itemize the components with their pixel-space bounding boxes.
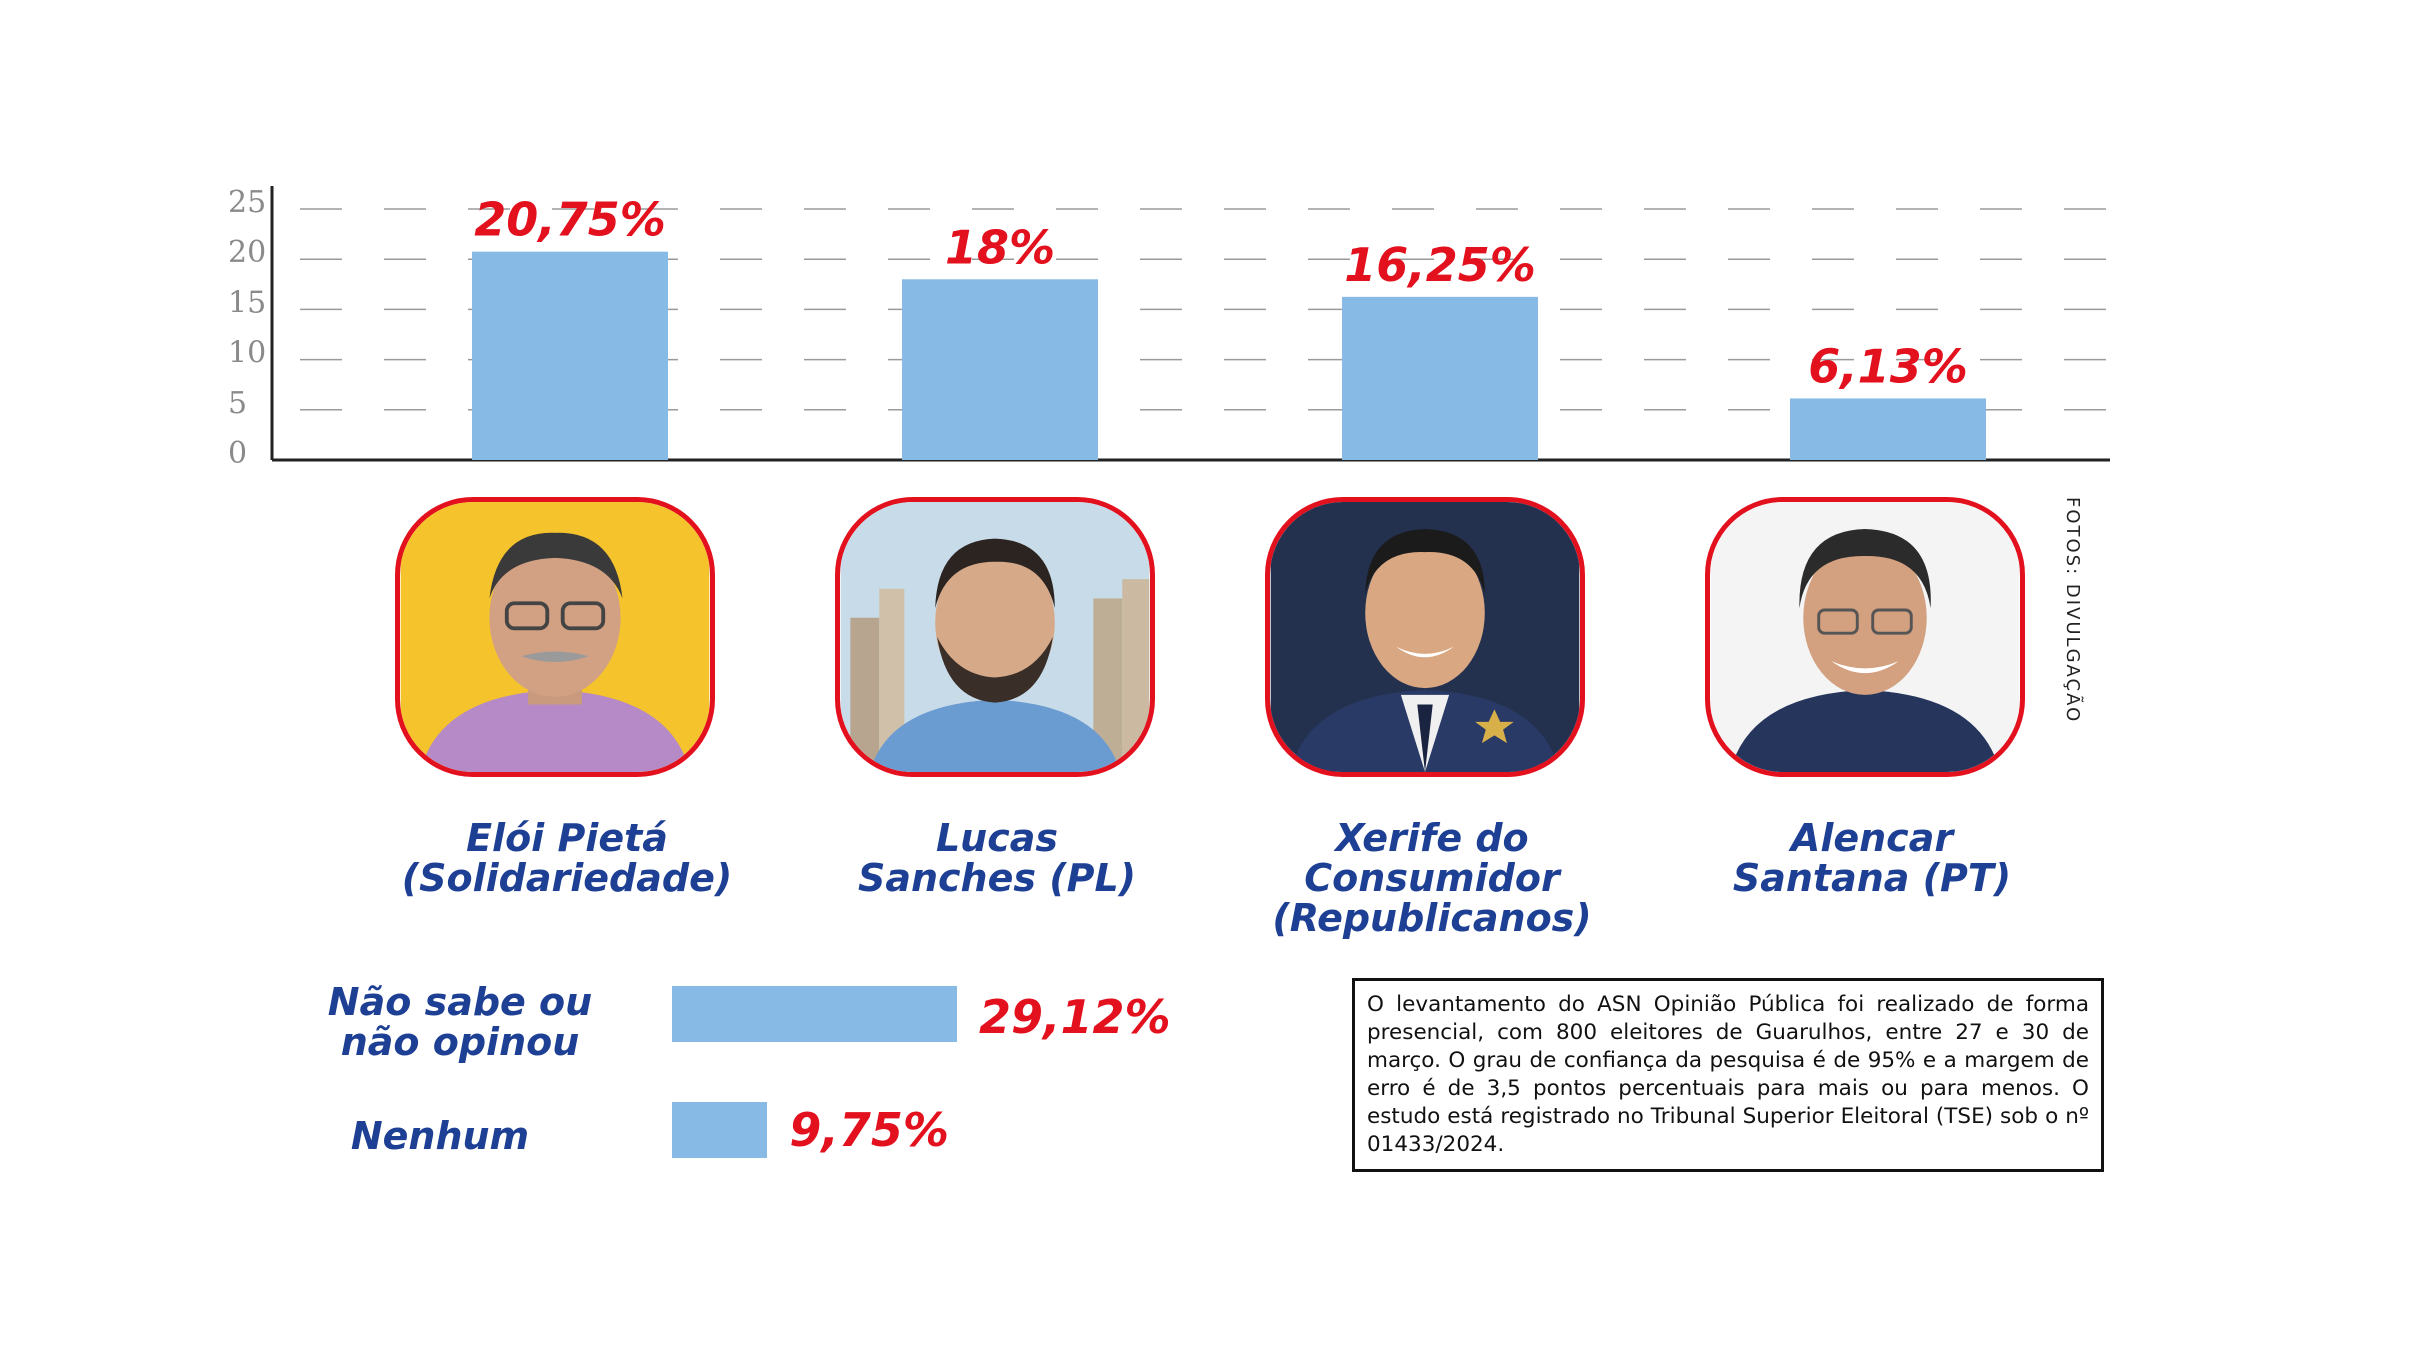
y-tick-label: 5 [228, 386, 247, 421]
bar-chart: 0 5 10 15 20 25 20,75% 18% 16,25% 6,13% [228, 185, 2110, 471]
label-line: não opinou [340, 1020, 580, 1064]
photo-credit: FOTOS: DIVULGAÇÃO [2062, 497, 2103, 737]
bar [472, 251, 668, 460]
candidate-name-lucas: Lucas Sanches (PL) [777, 818, 1217, 898]
y-tick-label: 0 [228, 436, 247, 471]
photo-credit-text: FOTOS: DIVULGAÇÃO [2062, 497, 2083, 724]
bar [902, 279, 1098, 460]
name-line: (Solidariedade) [401, 856, 733, 900]
name-line: Alencar [1790, 816, 1954, 860]
extra-value-nenhum: 9,75% [789, 1103, 950, 1157]
methodology-note: O levantamento do ASN Opinião Pública fo… [1352, 978, 2104, 1172]
value-labels: 20,75% 18% 16,25% 6,13% [474, 193, 1968, 394]
bar-value-label: 6,13% [1808, 339, 1968, 393]
bar-value-label: 18% [945, 220, 1055, 274]
portrait-alencar-icon [1710, 502, 2020, 772]
bar [1342, 296, 1538, 460]
extra-label-nenhum: Nenhum [290, 1116, 590, 1156]
portrait-xerife-icon [1270, 502, 1580, 772]
name-line: Xerife do [1335, 816, 1529, 860]
candidate-photo-eloi [395, 497, 715, 777]
y-tick-label: 25 [228, 185, 266, 220]
y-tick-label: 10 [228, 336, 266, 371]
bar-value-label: 16,25% [1344, 238, 1536, 292]
label-line: Não sabe ou [327, 980, 593, 1024]
name-line: Santana (PT) [1732, 856, 2012, 900]
name-line: (Republicanos) [1272, 896, 1592, 940]
bar-value-label: 20,75% [474, 193, 666, 247]
y-tick-label: 15 [228, 285, 266, 320]
portrait-lucas-icon [840, 502, 1150, 772]
name-line: Lucas [935, 816, 1059, 860]
candidate-name-eloi: Elói Pietá (Solidariedade) [347, 818, 787, 898]
extra-bar-nenhum [672, 1102, 768, 1158]
extra-label-nao-sabe: Não sabe ou não opinou [310, 982, 610, 1062]
portrait-eloi-icon [400, 502, 710, 772]
extra-value-nao-sabe: 29,12% [979, 990, 1171, 1044]
name-line: Sanches (PL) [857, 856, 1137, 900]
candidate-photo-alencar [1705, 497, 2025, 777]
candidate-photo-xerife [1265, 497, 1585, 777]
bar [1790, 398, 1986, 460]
candidate-photo-lucas [835, 497, 1155, 777]
candidate-name-alencar: Alencar Santana (PT) [1652, 818, 2092, 898]
y-tick-label: 20 [228, 235, 266, 270]
label-line: Nenhum [350, 1114, 530, 1158]
name-line: Elói Pietá [466, 816, 668, 860]
y-axis-ticks: 0 5 10 15 20 25 [228, 185, 266, 471]
name-line: Consumidor [1304, 856, 1560, 900]
candidate-name-xerife: Xerife do Consumidor (Republicanos) [1212, 818, 1652, 938]
bars [472, 251, 1986, 460]
extra-bar-nao-sabe [672, 986, 957, 1042]
